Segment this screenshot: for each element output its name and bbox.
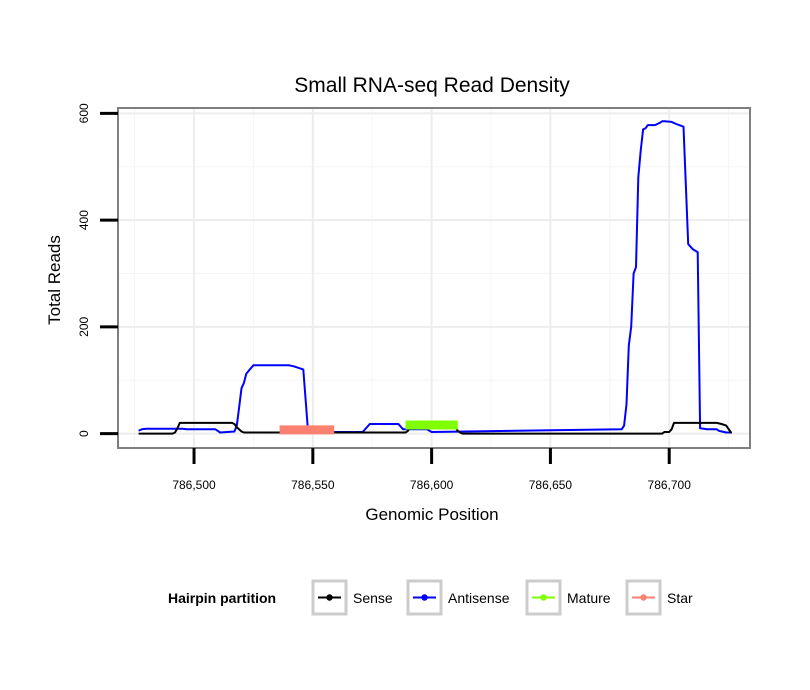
y-tick-label: 200: [77, 316, 91, 336]
legend-key-point: [421, 594, 428, 601]
x-axis: 786,500 786,550 786,600 786,650 786,700: [172, 448, 691, 492]
legend-title: Hairpin partition: [168, 590, 276, 606]
x-tick-label: 786,600: [410, 478, 454, 492]
grid-lines: [118, 108, 750, 448]
series-lines: [138, 120, 732, 435]
legend-label-sense: Sense: [353, 590, 393, 606]
x-tick-label: 786,550: [291, 478, 335, 492]
legend: Hairpin partition Sense Antisense Mature St…: [168, 579, 693, 616]
y-tick-label: 600: [77, 103, 91, 123]
chart-title: Small RNA-seq Read Density: [294, 74, 570, 97]
panel-border: [117, 107, 751, 449]
x-tick-label: 786,700: [648, 478, 692, 492]
panel-background: [118, 108, 750, 448]
y-tick-label: 400: [77, 210, 91, 230]
x-tick-label: 786,650: [529, 478, 573, 492]
x-axis-title: Genomic Position: [365, 505, 498, 524]
legend-key-point: [640, 594, 647, 601]
legend-label-star: Star: [667, 590, 693, 606]
legend-key-point: [540, 594, 547, 601]
legend-label-antisense: Antisense: [448, 590, 510, 606]
y-tick-label: 0: [77, 430, 91, 437]
x-tick-label: 786,500: [172, 478, 216, 492]
y-axis-title: Total Reads: [45, 235, 64, 325]
y-axis: 0 200 400 600: [77, 103, 118, 437]
legend-key-point: [326, 594, 333, 601]
legend-label-mature: Mature: [567, 590, 611, 606]
series-antisense: [138, 120, 732, 434]
